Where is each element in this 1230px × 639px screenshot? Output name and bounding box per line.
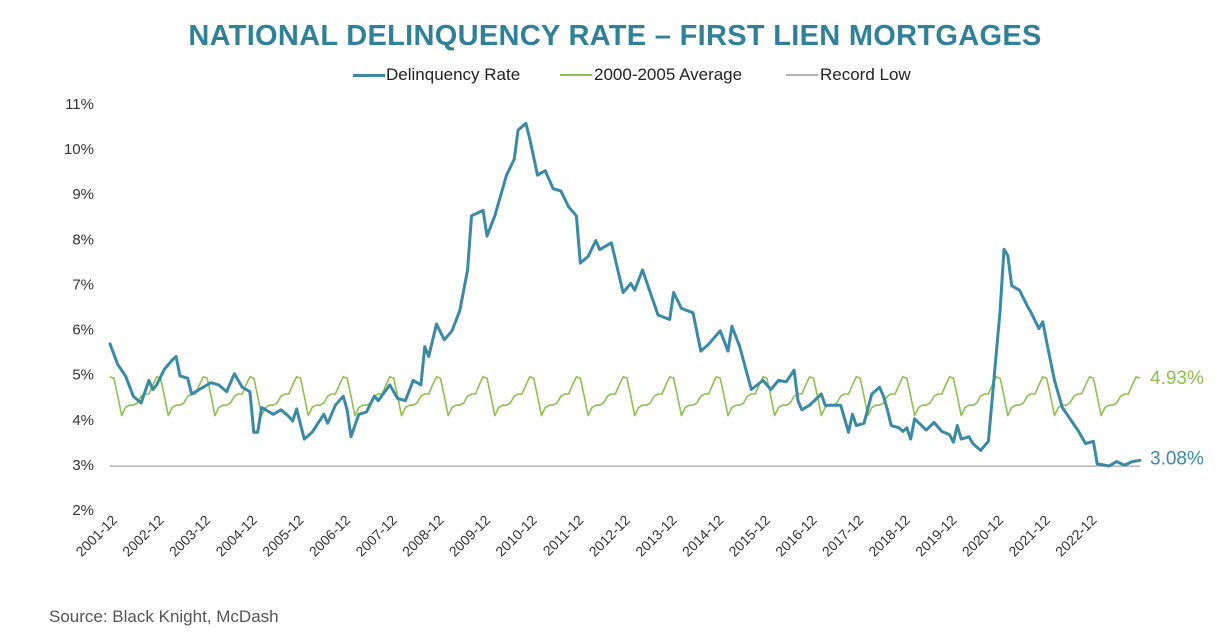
- x-tick-label: 2003-12: [166, 512, 214, 560]
- x-tick-label: 2018-12: [865, 512, 913, 560]
- chart-plot: 2%3%4%5%6%7%8%9%10%11%2001-122002-122003…: [64, 96, 1204, 560]
- legend-swatch-average: [560, 74, 592, 76]
- y-tick-label: 9%: [72, 186, 94, 203]
- y-tick-label: 3%: [72, 457, 94, 474]
- y-tick-label: 8%: [72, 231, 94, 248]
- legend-label-record-low: Record Low: [820, 65, 911, 84]
- x-tick-label: 2015-12: [725, 512, 773, 560]
- x-tick-label: 2006-12: [306, 512, 354, 560]
- legend-label-average: 2000-2005 Average: [594, 65, 743, 84]
- x-tick-label: 2005-12: [259, 512, 307, 560]
- delinquency-rate-series-line: [108, 121, 1142, 468]
- legend-swatch-record-low: [786, 74, 818, 76]
- y-tick-label: 6%: [72, 322, 94, 339]
- y-tick-label: 5%: [72, 367, 94, 384]
- x-tick-label: 2021-12: [1005, 512, 1053, 560]
- source-note: Source: Black Knight, McDash: [49, 607, 279, 626]
- y-tick-label: 7%: [72, 276, 94, 293]
- x-tick-label: 2008-12: [399, 512, 447, 560]
- y-tick-label: 10%: [64, 141, 94, 158]
- x-tick-label: 2019-12: [912, 512, 960, 560]
- average-series-line: [109, 375, 1141, 417]
- average-end-label: 4.93%: [1150, 368, 1204, 389]
- x-tick-label: 2017-12: [819, 512, 867, 560]
- y-tick-label: 4%: [72, 412, 94, 429]
- x-tick-label: 2010-12: [492, 512, 540, 560]
- y-tick-label: 2%: [72, 502, 94, 519]
- legend: Delinquency Rate 2000-2005 Average Recor…: [0, 63, 1230, 87]
- x-tick-label: 2016-12: [772, 512, 820, 560]
- rate-end-label: 3.08%: [1150, 448, 1204, 469]
- legend-label-delinquency-rate: Delinquency Rate: [386, 65, 521, 84]
- x-tick-label: 2022-12: [1052, 512, 1100, 560]
- x-tick-label: 2013-12: [632, 512, 680, 560]
- x-tick-label: 2014-12: [679, 512, 727, 560]
- x-tick-label: 2020-12: [959, 512, 1007, 560]
- legend-swatch-delinquency-rate: [353, 74, 385, 77]
- x-tick-label: 2009-12: [446, 512, 494, 560]
- x-tick-label: 2004-12: [212, 512, 260, 560]
- x-tick-label: 2011-12: [540, 512, 587, 559]
- x-tick-label: 2002-12: [119, 512, 167, 560]
- x-tick-label: 2007-12: [352, 512, 400, 560]
- x-tick-label: 2012-12: [586, 512, 634, 560]
- y-tick-label: 11%: [65, 96, 94, 113]
- chart-title: NATIONAL DELINQUENCY RATE – FIRST LIEN M…: [188, 20, 1042, 52]
